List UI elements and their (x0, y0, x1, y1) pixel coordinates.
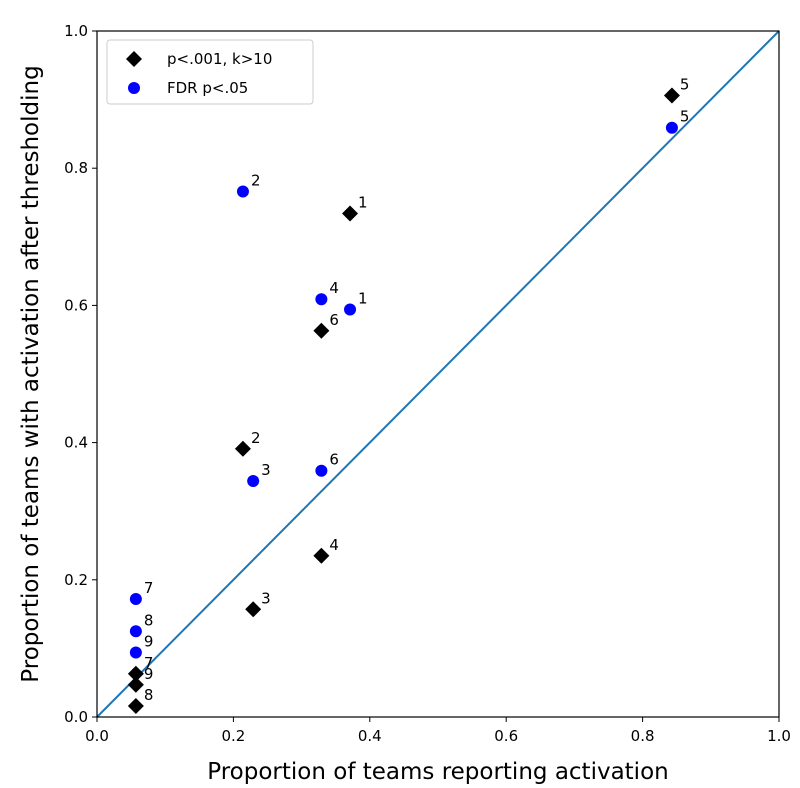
circle-point (315, 293, 328, 306)
reference-line-layer (96, 30, 780, 718)
y-ticks-layer: 0.0 0.2 0.4 0.6 0.8 1.0 (64, 22, 97, 726)
point-label: 6 (329, 451, 339, 469)
x-tick-label: 0.6 (494, 727, 518, 745)
circle-point (129, 593, 142, 606)
point-label: 6 (329, 311, 339, 329)
diamond-point (127, 698, 144, 715)
x-tick-label: 1.0 (767, 727, 791, 745)
point-label: 1 (358, 290, 368, 308)
circle-point (344, 303, 357, 316)
legend-box (106, 39, 314, 105)
legend-marker (126, 51, 142, 67)
diamond-point (127, 676, 144, 693)
point-label: 7 (144, 654, 154, 672)
y-tick-label: 0.4 (64, 434, 88, 452)
circle-point (236, 185, 249, 198)
diamond-point (313, 322, 330, 339)
legend-entry-label: FDR p<.05 (167, 79, 248, 97)
y-tick-label: 0.6 (64, 296, 88, 314)
diamond-point (245, 601, 262, 618)
diamond-point (342, 205, 359, 222)
diamond-point (127, 665, 144, 682)
legend-entry-label: p<.001, k>10 (167, 50, 272, 68)
point-label: 4 (329, 536, 339, 554)
point-label: 7 (144, 579, 154, 597)
diamond-point (313, 547, 330, 564)
y-tick-label: 0.2 (64, 571, 88, 589)
point-label: 5 (680, 75, 690, 93)
point-label: 8 (144, 611, 154, 629)
circle-point (129, 646, 142, 659)
point-label: 4 (329, 279, 339, 297)
x-ticks-layer: 0.0 0.2 0.4 0.6 0.8 1.0 (85, 717, 791, 745)
identity-line (96, 30, 780, 718)
circle-point (129, 625, 142, 638)
y-tick-label: 0.8 (64, 159, 88, 177)
diamond-point (663, 87, 680, 104)
legend-marker (128, 82, 140, 94)
point-label: 2 (251, 429, 261, 447)
point-label: 9 (144, 665, 154, 683)
point-label: 2 (251, 172, 261, 190)
point-label: 3 (261, 589, 271, 607)
point-label: 3 (261, 461, 271, 479)
plot-frame (96, 30, 780, 718)
x-tick-label: 0.2 (221, 727, 245, 745)
circle-point (247, 475, 260, 488)
point-label: 8 (144, 686, 154, 704)
y-axis-title: Proportion of teams with activation afte… (18, 65, 44, 682)
point-label: 1 (358, 193, 368, 211)
y-tick-label: 0.0 (64, 708, 88, 726)
diamond-point (234, 440, 251, 457)
x-tick-label: 0.4 (358, 727, 382, 745)
legend: p<.001, k>10 FDR p<.05 (106, 39, 314, 105)
circle-point (315, 464, 328, 477)
x-tick-label: 0.0 (85, 727, 109, 745)
points-layer (127, 87, 680, 715)
point-label: 9 (144, 633, 154, 651)
y-tick-label: 1.0 (64, 22, 88, 40)
circle-point (665, 121, 678, 134)
point-label: 5 (680, 108, 690, 126)
x-axis-title: Proportion of teams reporting activation (207, 759, 668, 785)
x-tick-label: 0.8 (631, 727, 655, 745)
